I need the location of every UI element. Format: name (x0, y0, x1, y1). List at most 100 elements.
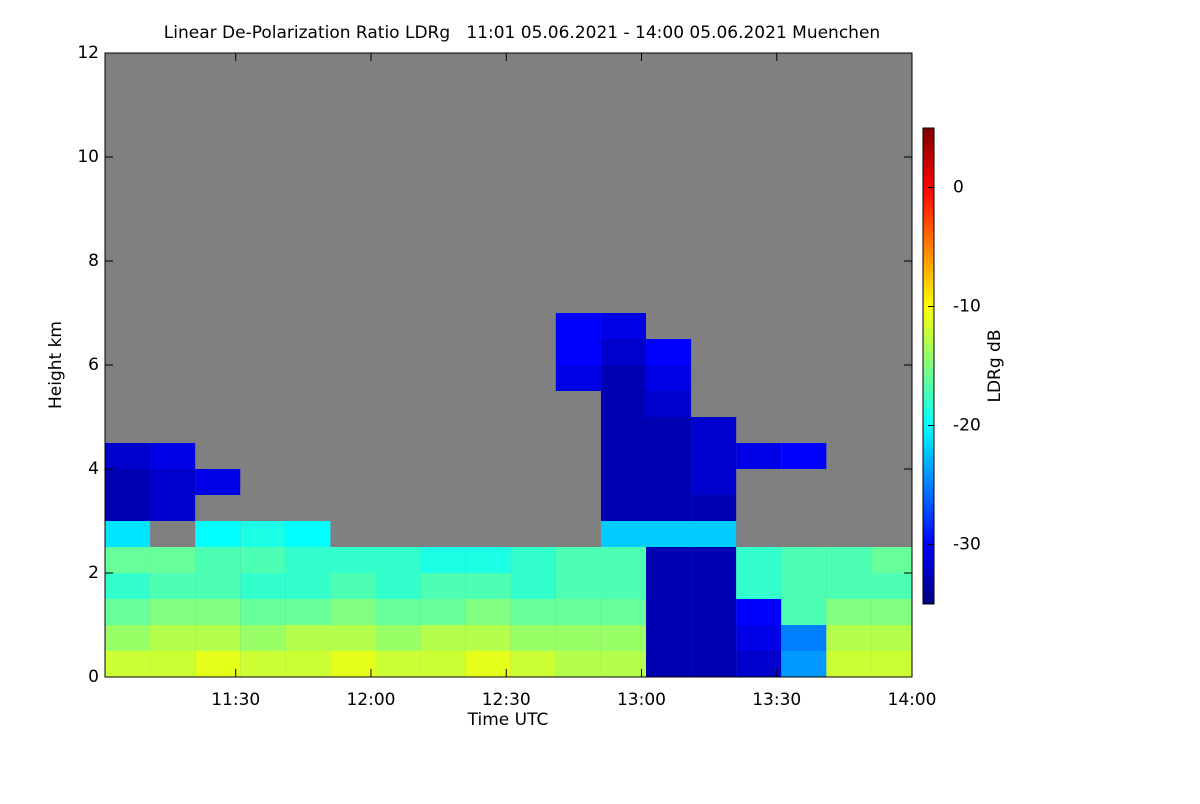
y-tick-label: 4 (88, 459, 99, 479)
heatmap-cell (691, 599, 737, 625)
heatmap-cell (105, 599, 151, 625)
heatmap-cell (736, 651, 782, 677)
heatmap-cell (375, 599, 421, 625)
heatmap-cell (285, 651, 331, 677)
colorbar-tick-label: -10 (953, 297, 981, 317)
y-tick-label: 10 (77, 147, 99, 167)
heatmap-cell (555, 313, 601, 339)
heatmap-cell (150, 547, 196, 573)
heatmap-cell (600, 573, 647, 599)
heatmap-cell (240, 625, 286, 651)
heatmap-cell (781, 599, 827, 625)
heatmap-cell (465, 599, 511, 625)
heatmap-cell (465, 547, 511, 573)
heatmap-cell (600, 625, 647, 651)
heatmap-cell (736, 599, 782, 625)
heatmap-cell (600, 443, 647, 469)
colorbar-tick-label: -30 (953, 535, 981, 555)
heatmap-cell (150, 625, 196, 651)
heatmap-cell (105, 469, 151, 495)
heatmap-cell (646, 443, 692, 469)
heatmap-cell (285, 547, 331, 573)
y-tick-label: 12 (77, 43, 99, 63)
heatmap-cell (555, 573, 601, 599)
heatmap-cell (600, 469, 647, 495)
heatmap-cell (691, 547, 737, 573)
y-tick-label: 0 (88, 667, 99, 687)
heatmap-cell (736, 573, 782, 599)
x-tick-label: 12:30 (482, 690, 531, 710)
colorbar-tick-label: -20 (953, 416, 981, 436)
heatmap-cell (150, 469, 196, 495)
heatmap-cell (826, 651, 872, 677)
heatmap-cell (826, 599, 872, 625)
heatmap-cell (510, 625, 556, 651)
heatmap-cell (646, 573, 692, 599)
heatmap-cell (555, 339, 601, 365)
heatmap-cell (195, 469, 241, 495)
heatmap-cell (420, 599, 466, 625)
heatmap-cell (330, 625, 376, 651)
heatmap-cell (330, 547, 376, 573)
heatmap-cell (195, 521, 241, 547)
heatmap-cell (691, 651, 737, 677)
heatmap-cell (330, 651, 376, 677)
heatmap-cell (240, 573, 286, 599)
heatmap-cell (646, 625, 692, 651)
colorbar-tick-label: 0 (953, 178, 964, 198)
heatmap-cell (330, 573, 376, 599)
heatmap-cell (555, 365, 601, 391)
heatmap-cell (600, 495, 647, 521)
heatmap-cell (736, 443, 782, 469)
heatmap-cell (105, 625, 151, 651)
heatmap-cell (420, 547, 466, 573)
x-axis-label: Time UTC (467, 710, 549, 730)
heatmap-cell (646, 469, 692, 495)
heatmap-cell (646, 339, 692, 365)
heatmap-cell (465, 651, 511, 677)
heatmap-cell (150, 573, 196, 599)
heatmap-cell (150, 651, 196, 677)
heatmap-cell (195, 599, 241, 625)
heatmap-cell (105, 521, 151, 547)
heatmap-cell (330, 599, 376, 625)
heatmap-cell (781, 443, 827, 469)
heatmap-cell (285, 573, 331, 599)
heatmap-cell (826, 625, 872, 651)
heatmap-cell (691, 625, 737, 651)
heatmap-cell (555, 599, 601, 625)
heatmap-cell (646, 651, 692, 677)
heatmap-cell (781, 547, 827, 573)
heatmap-cell (826, 573, 872, 599)
heatmap-cell (781, 651, 827, 677)
heatmap-cell (510, 599, 556, 625)
heatmap-cell (691, 495, 737, 521)
heatmap-cell (105, 547, 151, 573)
heatmap-cell (600, 651, 647, 677)
heatmap-cell (285, 521, 331, 547)
heatmap-cell (465, 625, 511, 651)
heatmap-cell (105, 443, 151, 469)
heatmap (105, 313, 912, 677)
heatmap-cell (465, 573, 511, 599)
heatmap-cell (150, 495, 196, 521)
heatmap-cell (285, 625, 331, 651)
heatmap-cell (240, 521, 286, 547)
heatmap-cell (555, 547, 601, 573)
y-tick-label: 8 (88, 251, 99, 271)
heatmap-cell (555, 651, 601, 677)
heatmap-cell (826, 547, 872, 573)
heatmap-cell (195, 651, 241, 677)
heatmap-cell (646, 495, 692, 521)
heatmap-cell (871, 573, 912, 599)
heatmap-cell (510, 573, 556, 599)
heatmap-cell (375, 547, 421, 573)
heatmap-cell (691, 521, 737, 547)
heatmap-cell (285, 599, 331, 625)
heatmap-cell (510, 547, 556, 573)
heatmap-cell (691, 573, 737, 599)
heatmap-cell (600, 599, 647, 625)
heatmap-cell (105, 495, 151, 521)
heatmap-cell (240, 547, 286, 573)
